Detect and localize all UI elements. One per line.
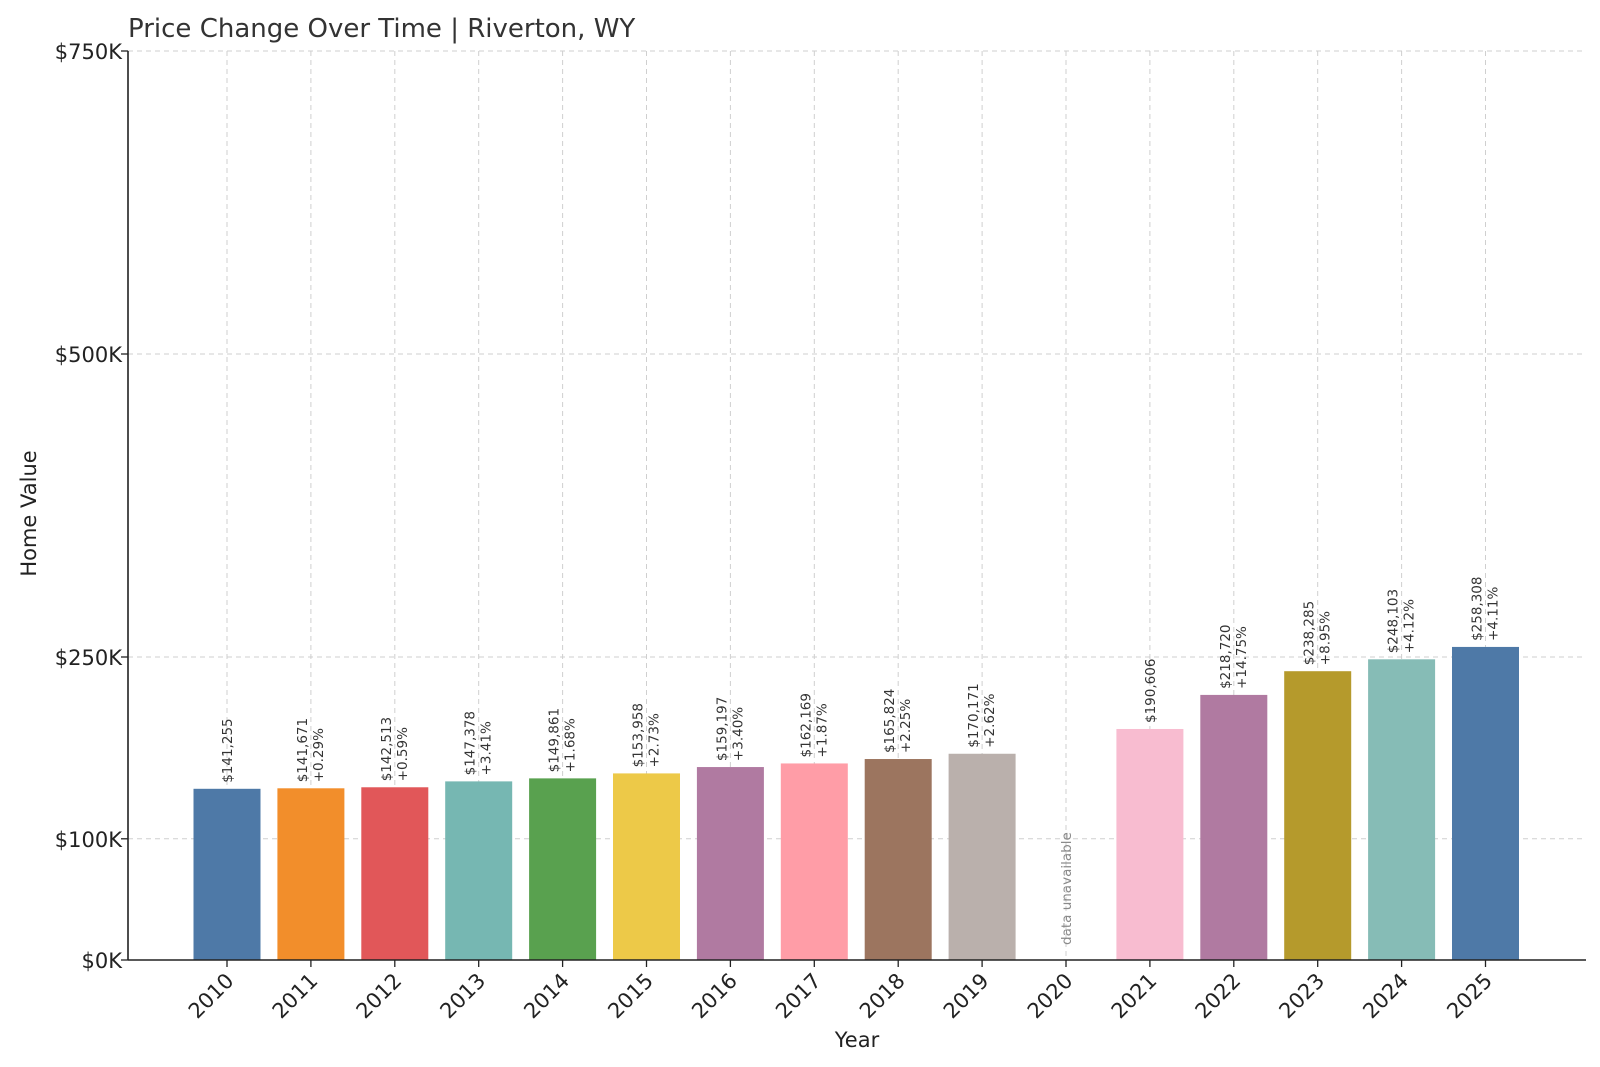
data-unavailable-label: data unavailable [1059, 832, 1075, 945]
bar-change-label: +2.62% [982, 693, 998, 747]
x-axis-title: Year [834, 1028, 880, 1052]
y-tick-label: $0K [82, 949, 124, 973]
y-tick-label: $250K [55, 646, 123, 670]
bar-2018 [864, 759, 932, 960]
bar-value-label: $248,103 [1386, 589, 1402, 653]
bar-value-label: $190,606 [1143, 659, 1159, 723]
bar-value-label: $141,255 [220, 718, 236, 782]
bar-2023 [1284, 671, 1352, 960]
bar-value-label: $142,513 [379, 717, 395, 781]
bar-2025 [1452, 646, 1519, 960]
bar-value-label: $170,171 [966, 683, 982, 747]
x-tick-label: 2012 [352, 969, 407, 1024]
y-axis-title: Home Value [17, 450, 41, 576]
bar-value-label: $153,958 [631, 703, 647, 767]
bar-value-label: $165,824 [882, 689, 898, 753]
bar-change-label: +4.11% [1486, 587, 1502, 641]
bar-value-label: $218,720 [1218, 624, 1234, 688]
bar-change-label: +0.59% [395, 727, 411, 781]
bar-change-label: +2.25% [898, 699, 914, 753]
bar-2013 [445, 781, 513, 960]
x-tick-label: 2016 [687, 969, 742, 1024]
x-tick-label: 2019 [939, 969, 994, 1024]
bar-2015 [613, 773, 680, 960]
y-tick-label: $100K [55, 828, 123, 852]
bar-change-label: +3.40% [730, 707, 746, 761]
x-tick-label: 2024 [1358, 969, 1413, 1024]
bar-2014 [529, 778, 597, 960]
bar-change-label: +0.29% [311, 728, 327, 782]
bars [193, 646, 1519, 960]
x-tick-label: 2011 [268, 969, 323, 1024]
x-tick-label: 2015 [603, 969, 658, 1024]
x-tick-label: 2023 [1274, 969, 1329, 1024]
bar-change-label: +3.41% [479, 721, 495, 775]
x-tick-label: 2013 [435, 969, 490, 1024]
bar-value-label: $238,285 [1302, 601, 1318, 665]
bar-change-label: +1.87% [814, 703, 830, 757]
bar-value-label: $141,671 [295, 718, 311, 782]
bar-change-label: +2.73% [647, 713, 663, 767]
x-tick-label: 2014 [519, 969, 574, 1024]
bar-value-label: $162,169 [798, 693, 814, 757]
y-tick-label: $500K [55, 343, 123, 367]
bar-change-label: +8.95% [1318, 611, 1334, 665]
bar-change-label: +4.12% [1402, 599, 1418, 653]
bar-change-label: +1.68% [563, 718, 579, 772]
bar-2024 [1368, 659, 1436, 960]
x-tick-label: 2025 [1442, 969, 1497, 1024]
bar-2017 [780, 763, 848, 960]
x-tick-label: 2017 [771, 969, 826, 1024]
bar-2011 [277, 788, 345, 960]
x-tick-label: 2021 [1107, 969, 1162, 1024]
x-tick-label: 2020 [1023, 969, 1078, 1024]
y-tick-label: $750K [55, 40, 123, 64]
x-tick-label: 2018 [855, 969, 910, 1024]
grid-lines [128, 50, 1586, 961]
bar-2010 [193, 788, 261, 960]
bar-2019 [948, 753, 1016, 960]
bar-change-label: +14.75% [1234, 626, 1250, 689]
bar-labels: $141,255 $141,671 +0.29% $142,513 +0.59% $147… [220, 577, 1502, 945]
chart-title: Price Change Over Time | Riverton, WY [128, 14, 636, 44]
bar-2021 [1116, 728, 1184, 960]
bar-value-label: $149,861 [547, 708, 563, 772]
bar-value-label: $147,378 [463, 711, 479, 775]
bar-value-label: $258,308 [1470, 577, 1486, 641]
bar-value-label: $159,197 [714, 697, 730, 761]
bar-2022 [1200, 694, 1268, 960]
x-tick-label: 2010 [184, 969, 239, 1024]
x-tick-label: 2022 [1191, 969, 1246, 1024]
bar-2012 [361, 787, 429, 960]
bar-2016 [696, 767, 764, 960]
